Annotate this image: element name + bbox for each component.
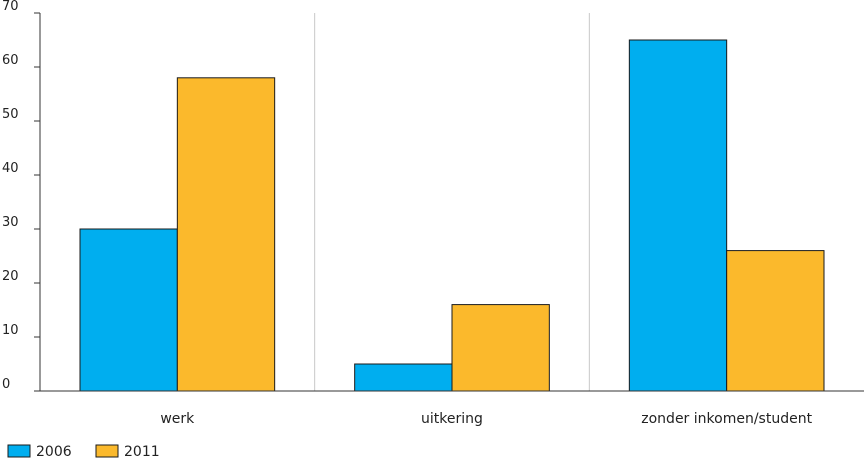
x-category-label: werk <box>160 411 195 427</box>
bar-layer <box>79 39 825 392</box>
y-tick-label: 0 <box>2 377 10 392</box>
legend-swatch-2011 <box>95 444 119 458</box>
axis-layer: 0 10 20 30 40 50 60 70 werk uitkering zonder inkom… <box>2 0 864 427</box>
bar-2011-0 <box>176 77 276 392</box>
bar-2006-2 <box>628 39 728 392</box>
legend-label: 2006 <box>36 444 72 460</box>
legend: 2006 2011 <box>7 444 160 460</box>
bar-2011-2 <box>726 250 825 392</box>
x-category-label: uitkering <box>421 411 483 427</box>
y-tick-label: 10 <box>2 323 19 338</box>
y-tick-label: 20 <box>2 269 19 284</box>
x-category-label: zonder inkomen/student <box>641 411 812 427</box>
y-tick-label: 30 <box>2 215 19 230</box>
y-tick-label: 60 <box>2 53 19 68</box>
y-tick-label: 70 <box>2 0 19 14</box>
legend-label: 2011 <box>124 444 160 460</box>
bar-2011-1 <box>451 304 550 392</box>
bar-2006-1 <box>354 363 453 392</box>
y-tick-label: 40 <box>2 161 19 176</box>
legend-swatch-2006 <box>7 444 31 458</box>
grid-layer <box>314 13 590 391</box>
y-tick-label: 50 <box>2 107 19 122</box>
bar-2006-0 <box>79 228 178 392</box>
